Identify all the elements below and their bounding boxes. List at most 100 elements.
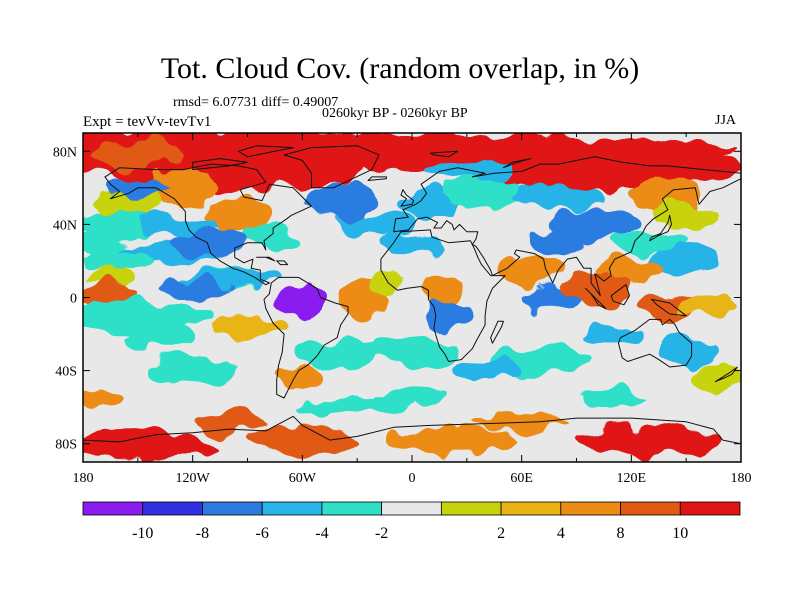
experiment-text: Expt = tevVv-tevTv1: [83, 114, 212, 130]
anomaly-patch: [84, 268, 137, 291]
coastline: [610, 284, 630, 306]
colorbar-label: -8: [196, 525, 209, 542]
anomaly-patch: [448, 359, 522, 382]
coastline: [585, 287, 607, 309]
colorbar-swatch: [202, 501, 263, 516]
anomaly-patch: [242, 224, 297, 250]
anomaly-patch: [210, 313, 285, 336]
anomaly-patch: [119, 319, 193, 349]
colorbar-swatch: [620, 501, 681, 516]
colorbar-label: 8: [617, 525, 625, 542]
anomaly-patch: [201, 198, 275, 232]
anomaly-patch: [512, 182, 604, 212]
anomaly-patch: [649, 246, 723, 276]
colorbar-swatch: [261, 501, 323, 516]
period-text: 0260kyr BP - 0260kyr BP: [322, 106, 468, 121]
anomaly-patch: [598, 257, 665, 283]
anomaly-patch: [83, 429, 211, 459]
lon-tick-label: 120W: [176, 471, 211, 486]
anomaly-patch: [426, 301, 471, 331]
anomaly-patch: [549, 209, 641, 240]
cloud-cover-field: [83, 133, 741, 462]
anomaly-patch: [83, 249, 157, 272]
lon-tick-label: 120E: [617, 471, 647, 486]
anomaly-patch: [653, 337, 720, 367]
lat-tick-label: 40N: [53, 218, 77, 233]
coastline: [104, 163, 312, 286]
colorbar-swatch: [381, 501, 442, 516]
coastline: [276, 260, 289, 266]
colorbar-label: -6: [256, 525, 269, 542]
coastline: [618, 318, 693, 368]
anomaly-patch: [444, 175, 526, 208]
coastline: [256, 256, 276, 262]
lon-tick-label: 0: [409, 471, 416, 486]
coastline: [502, 158, 532, 169]
colorbar-swatch: [440, 501, 502, 516]
season-text: JJA: [715, 113, 737, 128]
coastline: [650, 298, 687, 317]
anomaly-patch: [686, 365, 741, 395]
anomaly-patch: [192, 412, 266, 431]
coastline: [283, 145, 380, 189]
anomaly-patch: [576, 425, 723, 455]
coastline: [263, 276, 349, 399]
colorbar-label: -10: [132, 525, 153, 542]
anomaly-patch: [678, 295, 731, 318]
coastline: [367, 176, 387, 181]
anomaly-patch: [585, 323, 641, 346]
anomaly-patch: [137, 215, 211, 234]
lat-tick-label: 0: [70, 292, 77, 307]
anomaly-patch: [146, 169, 221, 207]
anomaly-patch: [174, 228, 248, 258]
lon-tick-label: 180: [731, 471, 752, 486]
lat-tick-label: 40S: [55, 365, 77, 380]
colorbar: -10 -8 -6 -4 -2 2 4 8 10: [82, 501, 741, 542]
coastline: [649, 214, 672, 242]
anomaly-patch: [276, 365, 328, 395]
anomaly-patch: [379, 231, 445, 254]
coastline: [400, 189, 415, 207]
colorbar-swatch: [321, 501, 383, 516]
anomaly-patch: [475, 412, 568, 431]
anomaly-patch: [497, 255, 564, 285]
coastline: [393, 156, 741, 297]
anomaly-patch: [156, 279, 230, 298]
colorbar-swatch: [82, 501, 144, 516]
colorbar-swatch: [142, 501, 203, 516]
anomaly-patch: [83, 387, 127, 409]
anomaly-patch: [448, 143, 741, 188]
coastline: [237, 145, 294, 158]
coastline: [490, 320, 504, 344]
coastline: [380, 229, 506, 362]
stats-text: rmsd= 6.07731 diff= 0.49007: [173, 95, 339, 110]
anomaly-patch: [616, 231, 683, 254]
anomaly-patch: [366, 268, 403, 291]
anomaly-patch: [92, 140, 184, 170]
colorbar-swatch: [500, 501, 562, 516]
coastline: [83, 415, 741, 462]
coastline: [429, 150, 459, 158]
anomaly-patch: [302, 398, 412, 417]
anomaly-patch: [653, 202, 720, 229]
anomaly-patch: [83, 229, 129, 256]
colorbar-label: -2: [375, 525, 388, 542]
lat-tick-label: 80N: [53, 145, 77, 160]
anomaly-patch: [384, 427, 513, 453]
anomaly-patch: [302, 184, 376, 221]
lon-tick-label: 60W: [289, 471, 317, 486]
anomaly-patch: [311, 154, 367, 185]
lon-tick-label: 180: [73, 471, 94, 486]
map-axes: 80N 40N 0 40S 80S 180 120W 60W 0 60E 120E 180: [53, 133, 752, 486]
colorbar-label: 10: [672, 525, 688, 542]
chart-title: Tot. Cloud Cov. (random overlap, in %): [160, 52, 640, 85]
anomaly-patch: [146, 355, 239, 386]
anomaly-patch: [280, 282, 325, 320]
colorbar-swatch: [560, 501, 621, 516]
anomaly-patch: [247, 425, 358, 455]
anomaly-patch: [530, 231, 586, 254]
anomaly-patch: [83, 213, 166, 236]
anomaly-patch: [366, 337, 458, 367]
colorbar-label: -4: [315, 525, 328, 542]
anomaly-patch: [293, 337, 385, 367]
